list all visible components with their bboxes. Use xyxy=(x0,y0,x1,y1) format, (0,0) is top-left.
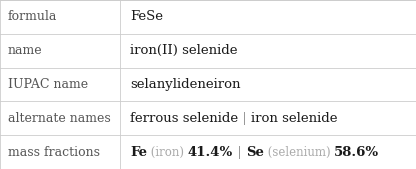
Text: |: | xyxy=(238,112,251,125)
Text: formula: formula xyxy=(8,10,57,23)
Text: (selenium): (selenium) xyxy=(264,146,334,159)
Text: 41.4%: 41.4% xyxy=(188,146,233,159)
Text: IUPAC name: IUPAC name xyxy=(8,78,88,91)
Text: alternate names: alternate names xyxy=(8,112,111,125)
Text: Fe: Fe xyxy=(130,146,147,159)
Text: ferrous selenide: ferrous selenide xyxy=(130,112,238,125)
Text: FeSe: FeSe xyxy=(130,10,163,23)
Text: iron(II) selenide: iron(II) selenide xyxy=(130,44,238,57)
Text: Se: Se xyxy=(246,146,264,159)
Text: iron selenide: iron selenide xyxy=(251,112,338,125)
Text: (iron): (iron) xyxy=(147,146,188,159)
Text: mass fractions: mass fractions xyxy=(8,146,100,159)
Text: |: | xyxy=(233,146,246,159)
Text: name: name xyxy=(8,44,42,57)
Text: 58.6%: 58.6% xyxy=(334,146,379,159)
Text: selanylideneiron: selanylideneiron xyxy=(130,78,240,91)
